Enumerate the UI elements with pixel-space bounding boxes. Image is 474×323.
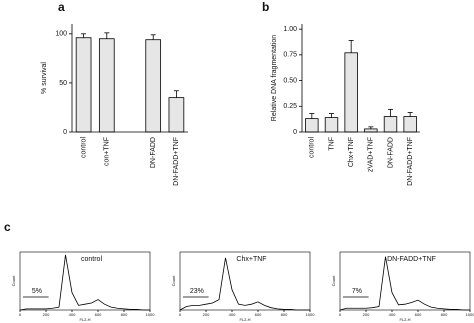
panel-label: c xyxy=(4,220,11,234)
gate-percent: 5% xyxy=(32,288,42,295)
x-tick-label: DN-FADD+TNF xyxy=(173,137,180,186)
bar xyxy=(364,128,378,133)
bar xyxy=(75,37,92,133)
y-tick-label: 100 xyxy=(55,31,67,38)
x-tick-label: 0 xyxy=(339,312,342,317)
y-tick-label: 0 xyxy=(293,129,297,136)
x-tick-label: control xyxy=(309,137,316,158)
y-axis-label: % survival xyxy=(41,62,48,94)
x-tick-label: 1000 xyxy=(306,312,316,317)
x-tick-label: DN-FADD xyxy=(150,137,157,168)
panel-label: a xyxy=(58,0,65,14)
y-axis-label: Count xyxy=(171,275,176,287)
y-tick-label: 0.75 xyxy=(283,52,297,59)
x-tick-label: 600 xyxy=(415,312,422,317)
x-axis-label: FL2-H xyxy=(239,317,250,322)
histogram-curve xyxy=(339,256,470,311)
x-tick-label: DN-FADD xyxy=(387,137,394,168)
gate-percent: 7% xyxy=(352,288,362,295)
y-tick-label: 0.50 xyxy=(283,77,297,84)
bar xyxy=(305,118,319,133)
x-tick-label: 600 xyxy=(255,312,262,317)
x-tick-label: 400 xyxy=(69,312,76,317)
bar xyxy=(344,52,358,133)
x-tick-label: 200 xyxy=(363,312,370,317)
x-tick-label: 200 xyxy=(43,312,50,317)
y-tick-label: 0 xyxy=(63,129,67,136)
bar xyxy=(98,38,115,133)
plot-title: DN-FADD+TNF xyxy=(387,256,436,263)
panel-label: b xyxy=(262,0,269,14)
x-tick-label: 1000 xyxy=(466,312,474,317)
x-tick-label: 800 xyxy=(121,312,128,317)
x-tick-label: 400 xyxy=(389,312,396,317)
x-tick-label: control xyxy=(80,137,87,158)
plot-title: Chx+TNF xyxy=(236,256,266,263)
x-axis-label: FL2-H xyxy=(399,317,410,322)
plot-frame xyxy=(19,251,151,311)
plot-frame xyxy=(339,251,471,311)
y-axis-label: Count xyxy=(331,275,336,287)
y-axis-label: Relative DNA fragmentation xyxy=(271,35,278,121)
x-tick-label: 800 xyxy=(441,312,448,317)
bar xyxy=(324,117,339,133)
histogram-curve xyxy=(179,257,310,311)
gate-percent: 23% xyxy=(190,288,204,295)
bar xyxy=(168,97,185,133)
y-axis-label: Count xyxy=(11,275,16,287)
y-tick-label: 1.00 xyxy=(283,26,297,33)
plot-frame xyxy=(179,251,311,311)
x-tick-label: 600 xyxy=(95,312,102,317)
x-tick-label: zVAD+TNF xyxy=(368,137,375,172)
bar xyxy=(403,116,417,133)
plot-title: control xyxy=(81,256,102,263)
y-tick-label: 0.25 xyxy=(283,103,297,110)
x-tick-label: Chx+TNF xyxy=(348,137,355,167)
x-tick-label: 400 xyxy=(229,312,236,317)
x-tick-label: 0 xyxy=(179,312,182,317)
x-tick-label: con+TNF xyxy=(104,137,111,166)
x-tick-label: 0 xyxy=(19,312,22,317)
x-tick-label: 800 xyxy=(281,312,288,317)
bar xyxy=(383,116,398,133)
x-axis-label: FL2-H xyxy=(79,317,90,322)
x-tick-label: DN-FADD+TNF xyxy=(407,137,414,186)
bar xyxy=(145,39,162,133)
x-tick-label: TNF xyxy=(328,137,335,151)
x-tick-label: 200 xyxy=(203,312,210,317)
histogram-curve xyxy=(19,254,150,311)
x-tick-label: 1000 xyxy=(146,312,156,317)
y-tick-label: 50 xyxy=(59,80,67,87)
